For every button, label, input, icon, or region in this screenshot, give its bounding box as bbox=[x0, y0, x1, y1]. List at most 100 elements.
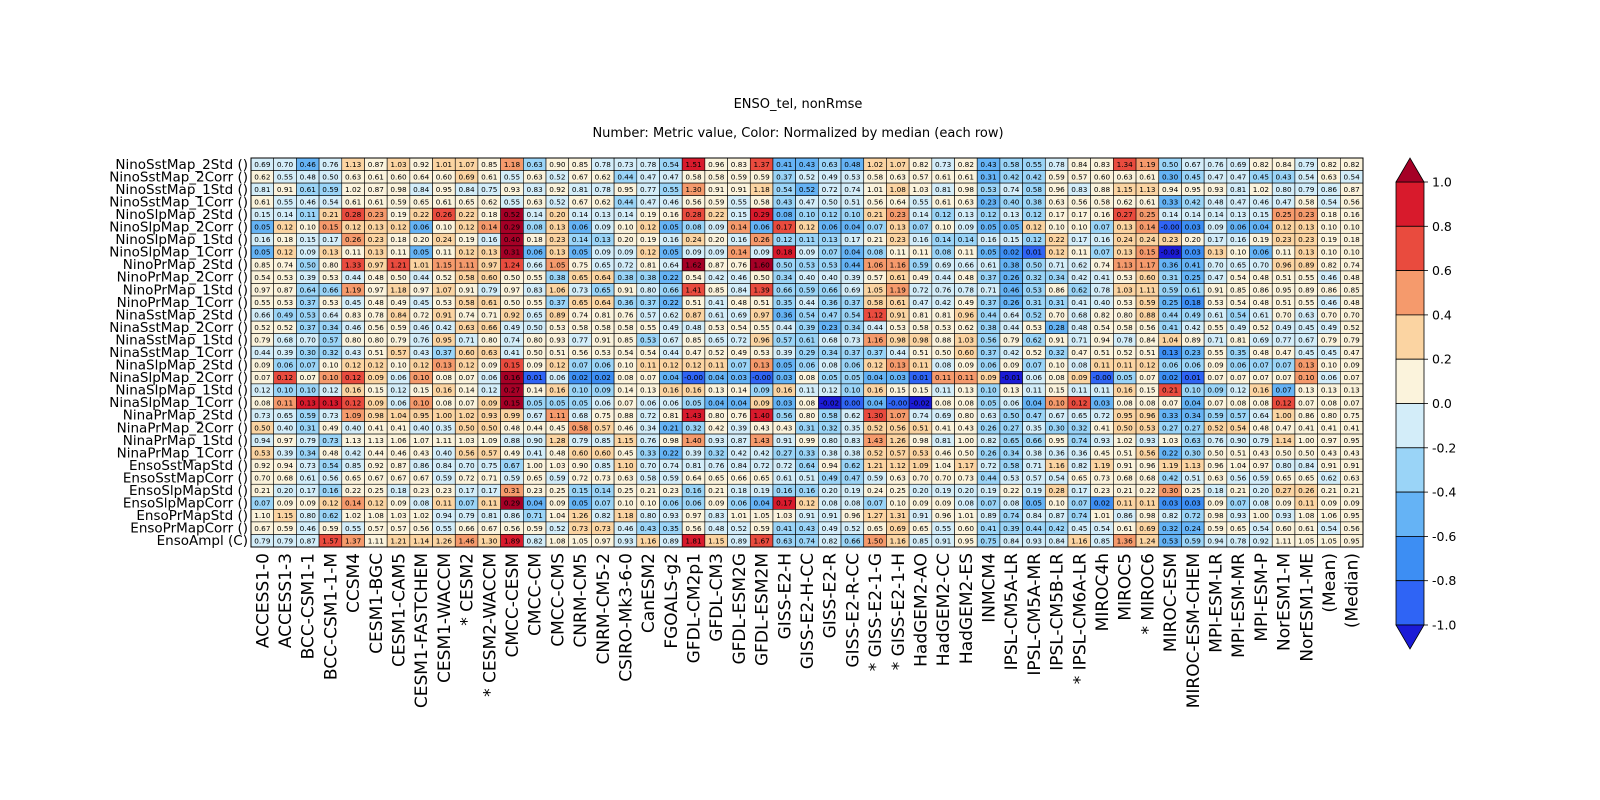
cell-value-label: 0.69 bbox=[844, 285, 861, 294]
cell-value-label: 0.62 bbox=[844, 461, 860, 470]
cell-value-label: 0.12 bbox=[640, 248, 656, 257]
cell-value-label: 1.02 bbox=[413, 511, 429, 520]
cell-value-label: 1.15 bbox=[436, 260, 452, 269]
cell-value-label: 0.66 bbox=[731, 474, 748, 483]
cell-value-label: 0.41 bbox=[1321, 423, 1337, 432]
cell-value-label: 0.53 bbox=[1026, 323, 1043, 332]
cell-value-label: 0.70 bbox=[640, 461, 657, 470]
cell-value-label: 0.46 bbox=[731, 273, 748, 282]
cell-value-label: 0.64 bbox=[322, 310, 339, 319]
cell-value-label: 0.64 bbox=[595, 298, 612, 307]
cell-value-label: 1.08 bbox=[1298, 511, 1315, 520]
cell-value-label: 0.78 bbox=[640, 160, 657, 169]
cell-value-label: 0.61 bbox=[1298, 524, 1314, 533]
cell-value-label: 0.10 bbox=[1230, 248, 1247, 257]
cell-value-label: 0.62 bbox=[844, 411, 860, 420]
cell-value-label: 0.08 bbox=[1230, 398, 1247, 407]
cell-value-label: 0.19 bbox=[980, 486, 997, 495]
cell-value-label: 0.06 bbox=[640, 398, 657, 407]
cell-value-label: 0.74 bbox=[844, 185, 861, 194]
cell-value-label: 0.09 bbox=[1207, 499, 1224, 508]
cell-value-label: 0.12 bbox=[277, 373, 293, 382]
cell-value-label: 0.09 bbox=[595, 386, 612, 395]
cell-value-label: 0.82 bbox=[822, 536, 838, 545]
cell-value-label: 1.27 bbox=[867, 511, 884, 520]
cell-value-label: 0.62 bbox=[1117, 198, 1133, 207]
cell-value-label: 0.93 bbox=[1139, 436, 1156, 445]
cell-value-label: 0.81 bbox=[663, 411, 679, 420]
cell-value-label: 0.13 bbox=[1003, 386, 1020, 395]
cell-value-label: 0.91 bbox=[617, 285, 633, 294]
cell-value-label: 0.31 bbox=[1049, 298, 1065, 307]
cell-value-label: 0.31 bbox=[799, 423, 815, 432]
cell-value-label: 0.70 bbox=[254, 474, 271, 483]
cell-value-label: 0.63 bbox=[1207, 474, 1224, 483]
cell-value-label: 0.06 bbox=[390, 373, 407, 382]
cell-value-label: 0.87 bbox=[1049, 511, 1066, 520]
cell-value-label: 0.79 bbox=[1003, 336, 1020, 345]
cell-value-label: 0.65 bbox=[572, 298, 588, 307]
cell-value-label: 0.55 bbox=[277, 198, 293, 207]
cell-value-label: 0.27 bbox=[1003, 423, 1020, 432]
cell-value-label: 0.19 bbox=[390, 210, 407, 219]
cell-value-label: 0.34 bbox=[322, 323, 339, 332]
cell-value-label: 1.04 bbox=[935, 461, 952, 470]
cell-value-label: 0.19 bbox=[1321, 235, 1338, 244]
cell-value-label: 0.47 bbox=[844, 474, 861, 483]
cell-value-label: 0.06 bbox=[731, 499, 748, 508]
cell-value-label: 0.47 bbox=[663, 172, 680, 181]
cell-value-label: 0.12 bbox=[799, 499, 815, 508]
cell-value-label: 0.43 bbox=[413, 448, 430, 457]
cell-value-label: 0.71 bbox=[481, 310, 497, 319]
cell-value-label: 0.81 bbox=[685, 461, 701, 470]
cell-value-label: 0.39 bbox=[731, 423, 748, 432]
cell-value-label: 0.79 bbox=[481, 285, 498, 294]
cell-value-label: 0.55 bbox=[731, 198, 747, 207]
cell-value-label: 0.10 bbox=[1049, 398, 1066, 407]
cell-value-label: 0.38 bbox=[640, 273, 657, 282]
cell-value-label: 0.43 bbox=[1321, 448, 1338, 457]
column-label: CESM1-WACCM bbox=[435, 553, 455, 683]
cell-value-label: 1.15 bbox=[708, 536, 724, 545]
cell-value-label: 0.32 bbox=[322, 348, 338, 357]
cell-value-label: 1.21 bbox=[390, 260, 406, 269]
cell-value-label: 0.95 bbox=[1117, 411, 1133, 420]
cell-value-label: 0.26 bbox=[436, 210, 453, 219]
cell-value-label: 0.42 bbox=[1185, 198, 1201, 207]
cell-value-label: 0.37 bbox=[776, 172, 793, 181]
cell-value-label: 0.05 bbox=[572, 499, 588, 508]
cell-value-label: 0.45 bbox=[1321, 348, 1337, 357]
cell-value-label: 0.16 bbox=[867, 386, 884, 395]
cell-value-label: 0.11 bbox=[640, 361, 656, 370]
cell-value-label: 0.53 bbox=[844, 172, 861, 181]
cell-value-label: 0.97 bbox=[481, 260, 498, 269]
cell-value-label: 0.12 bbox=[458, 248, 474, 257]
cell-value-label: 0.49 bbox=[390, 298, 407, 307]
cell-value-label: 0.84 bbox=[1003, 536, 1020, 545]
colorbar-over-triangle bbox=[1395, 157, 1425, 183]
cell-value-label: 0.54 bbox=[1049, 474, 1066, 483]
cell-value-label: 0.56 bbox=[368, 323, 385, 332]
cell-value-label: 0.05 bbox=[980, 248, 996, 257]
cell-value-label: 0.12 bbox=[1026, 223, 1042, 232]
cell-value-label: 1.62 bbox=[685, 260, 701, 269]
cell-value-label: 0.86 bbox=[413, 461, 430, 470]
cell-value-label: 0.96 bbox=[1049, 185, 1066, 194]
cell-value-label: 0.47 bbox=[1207, 273, 1224, 282]
cell-value-label: 0.43 bbox=[640, 524, 657, 533]
cell-value-label: 0.47 bbox=[799, 198, 816, 207]
cell-value-label: 0.36 bbox=[1071, 448, 1088, 457]
cell-value-label: 0.37 bbox=[300, 298, 317, 307]
cell-value-label: 0.06 bbox=[663, 398, 680, 407]
cell-value-label: 0.72 bbox=[617, 260, 633, 269]
cell-value-label: 0.60 bbox=[390, 172, 407, 181]
cell-value-label: 0.67 bbox=[368, 474, 385, 483]
cell-value-label: 0.06 bbox=[753, 223, 770, 232]
cell-value-label: 0.50 bbox=[527, 348, 544, 357]
cell-value-label: 0.39 bbox=[277, 348, 294, 357]
cell-value-label: 0.59 bbox=[663, 474, 680, 483]
cell-value-label: 0.46 bbox=[1321, 298, 1338, 307]
cell-value-label: 0.14 bbox=[572, 210, 589, 219]
cell-value-label: 1.13 bbox=[345, 436, 362, 445]
cell-value-label: 0.36 bbox=[1162, 260, 1179, 269]
